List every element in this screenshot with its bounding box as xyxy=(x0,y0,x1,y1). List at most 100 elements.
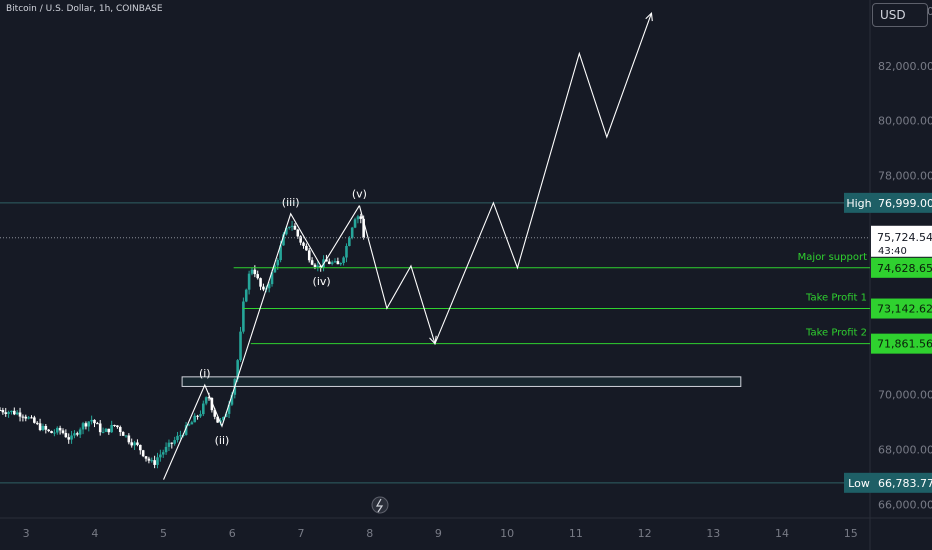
candle-body xyxy=(262,286,265,290)
zone-rectangle[interactable] xyxy=(181,376,742,387)
candle-body xyxy=(10,410,13,413)
candle-body xyxy=(333,261,337,263)
projection-path[interactable] xyxy=(358,12,652,346)
support-price-badge xyxy=(871,333,932,354)
candle-body xyxy=(293,225,297,230)
candle-body xyxy=(173,440,176,444)
support-price-label: 73,142.62 xyxy=(877,303,932,316)
candle-body xyxy=(316,265,320,267)
candle-body xyxy=(150,460,154,462)
candle-body xyxy=(4,412,8,414)
candle-body xyxy=(216,416,219,423)
low-tag xyxy=(844,472,874,493)
candle-body xyxy=(98,423,102,433)
candle-body xyxy=(53,432,56,434)
support-line-label: Major support xyxy=(798,252,867,263)
candle-body xyxy=(305,245,308,251)
candle-body xyxy=(130,442,134,446)
candle-body xyxy=(144,456,148,459)
candle-body xyxy=(222,416,225,421)
candle-body xyxy=(164,446,168,453)
candle-body xyxy=(327,261,331,264)
candle-body xyxy=(310,260,314,265)
candle-body xyxy=(76,433,79,435)
candle-body xyxy=(64,432,68,438)
candle-body xyxy=(356,216,360,220)
y-tick-label: 66,000.00 xyxy=(878,498,932,511)
x-tick-label: 7 xyxy=(297,527,304,540)
current-price-badge xyxy=(871,225,932,257)
candle-body xyxy=(359,216,363,219)
wave-count-path[interactable] xyxy=(163,205,360,480)
x-tick-label: 10 xyxy=(500,527,514,540)
wave-label: (i) xyxy=(199,367,211,380)
candle-body xyxy=(84,423,88,427)
candle-body xyxy=(190,422,194,425)
candle-body xyxy=(104,428,108,432)
candle-body xyxy=(270,272,274,285)
candle-body xyxy=(147,458,151,461)
support-price-label: 71,861.56 xyxy=(877,338,932,351)
candle-body xyxy=(96,423,99,425)
candle-body xyxy=(70,435,73,440)
candle-body xyxy=(287,226,291,228)
candle-body xyxy=(44,425,48,430)
candle-body xyxy=(259,278,262,287)
candle-body xyxy=(179,435,182,437)
candle-body xyxy=(139,444,142,451)
candle-body xyxy=(161,452,165,455)
candle-body xyxy=(81,423,85,430)
high-tag xyxy=(844,192,874,213)
candle-body xyxy=(24,416,28,419)
x-tick-label: 6 xyxy=(229,527,236,540)
candle-body xyxy=(193,415,197,423)
candle-body xyxy=(30,417,33,419)
candle-body xyxy=(127,435,131,443)
y-tick-label: 70,000.00 xyxy=(878,389,932,402)
candle-body xyxy=(47,429,50,432)
candle-body xyxy=(250,269,254,274)
wave-label: (iii) xyxy=(282,196,300,209)
low-price-badge xyxy=(874,472,932,493)
tradingview-logo-icon[interactable] xyxy=(371,496,389,514)
candle-body xyxy=(196,415,199,417)
high-tag-label: High xyxy=(846,197,871,210)
low-price-label: 66,783.77 xyxy=(878,477,932,490)
low-tag-label: Low xyxy=(848,477,870,490)
candle-body xyxy=(93,419,96,424)
candle-body xyxy=(13,410,16,415)
candle-body xyxy=(339,263,343,265)
x-tick-label: 3 xyxy=(23,527,30,540)
candle-body xyxy=(184,425,188,435)
candle-body xyxy=(21,416,25,418)
candle-body xyxy=(118,427,122,433)
candle-body xyxy=(296,229,300,237)
candle-body xyxy=(353,219,357,228)
candle-body xyxy=(213,410,217,417)
candle-body xyxy=(313,264,317,267)
y-tick-label: 78,000.00 xyxy=(878,169,932,182)
candle-body xyxy=(350,227,354,238)
candle-body xyxy=(276,260,280,266)
candle-body xyxy=(101,431,105,433)
candle-body xyxy=(18,412,22,417)
candle-body xyxy=(58,427,62,431)
candle-body xyxy=(55,427,59,433)
candle-body xyxy=(0,409,2,411)
candle-body xyxy=(167,442,171,447)
candle-body xyxy=(345,245,348,258)
candle-body xyxy=(1,410,5,413)
support-price-label: 74,628.65 xyxy=(877,262,932,275)
chart-title: Bitcoin / U.S. Dollar, 1h, COINBASE xyxy=(6,4,163,14)
candle-body xyxy=(210,397,214,411)
candle-body xyxy=(336,261,340,265)
candle-body xyxy=(124,435,128,437)
current-price-label: 75,724.54 xyxy=(877,231,932,244)
support-line-label: Take Profit 2 xyxy=(805,328,867,339)
candle-body xyxy=(201,403,205,415)
currency-selector[interactable]: USD xyxy=(872,3,928,27)
candle-body xyxy=(299,236,302,243)
high-price-badge xyxy=(874,192,932,213)
candle-body xyxy=(290,225,294,227)
